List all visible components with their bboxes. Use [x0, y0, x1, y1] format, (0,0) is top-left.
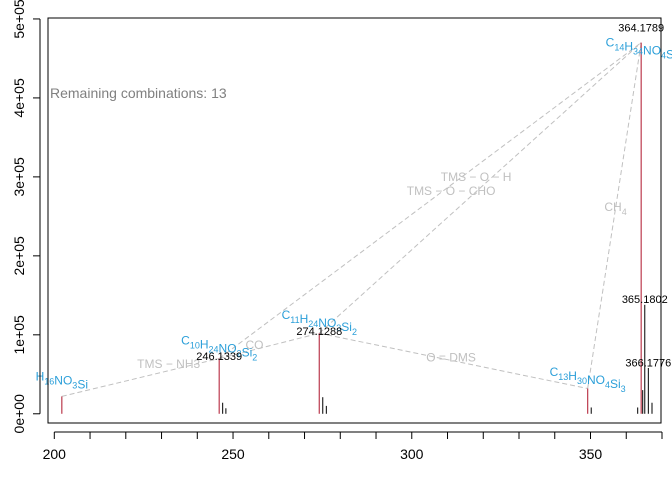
formula-subscript: 24 — [209, 344, 219, 354]
y-tick-label: 5e+05 — [11, 0, 27, 39]
formula-subscript: 3 — [72, 381, 77, 391]
axes-layer: 200 250 300 350 0e+00 1e+05 2e+05 3e+05 4e+05 5e+… — [11, 0, 663, 462]
formula-label: H16NO3Si — [36, 370, 88, 392]
formula-subscript: 2 — [352, 327, 357, 337]
loss-label-text: TMS − NH3 — [137, 357, 200, 371]
formula-element: H — [568, 369, 577, 383]
formula-element: NO — [219, 341, 237, 355]
peak-mz-label: 246.1339 — [196, 351, 242, 363]
fragment-edge — [61, 358, 220, 397]
formula-element: Si — [77, 378, 88, 392]
y-tick-label: 4e+05 — [11, 78, 27, 118]
loss-label-subscript: 4 — [622, 207, 627, 217]
loss-label-text: O = DMS — [426, 351, 476, 365]
formula-subscript: 4 — [605, 380, 610, 390]
formula-label: C13H30NO4Si3 — [550, 365, 626, 394]
loss-label-text: TMS − O − H — [441, 170, 512, 184]
formula-subscript: 13 — [558, 372, 568, 382]
formula-element: NO — [643, 44, 661, 58]
formula-element: C — [181, 333, 190, 347]
loss-label: TMS − O − CHO — [407, 184, 496, 198]
formula-element: C — [606, 36, 615, 50]
formula-label: C14H34NO4Si — [606, 36, 672, 62]
loss-label-text: TMS − O − CHO — [407, 184, 496, 198]
formula-element: Si — [610, 377, 621, 391]
loss-label: CH4 — [604, 200, 626, 217]
remaining-combinations-label: Remaining combinations: 13 — [50, 85, 227, 101]
y-tick-label: 2e+05 — [11, 236, 27, 276]
peaks-layer — [61, 42, 653, 414]
formula-label: C11H24NO3Si2 — [282, 308, 357, 337]
loss-label: O = DMS — [426, 351, 476, 365]
formula-subscript: 16 — [44, 377, 54, 387]
formula-subscript: 2 — [252, 352, 257, 362]
loss-label: CO — [245, 338, 263, 352]
fragment-edge — [319, 332, 588, 390]
plot-frame — [47, 17, 662, 424]
formula-subscript: 3 — [621, 384, 626, 394]
peak-mz-label: 364.1789 — [618, 23, 664, 35]
loss-label: TMS − NH3 — [137, 357, 200, 371]
formula-subscript: 14 — [614, 43, 624, 53]
x-tick-label: 200 — [43, 446, 67, 462]
y-tick-label: 0e+00 — [11, 394, 27, 434]
formula-subscript: 2 — [237, 348, 242, 358]
formula-subscript: 10 — [190, 340, 200, 350]
fragment-edge — [318, 42, 642, 334]
formula-subscript: 24 — [308, 319, 318, 329]
formula-element: Si — [242, 345, 253, 359]
peak-mz-label: 274.1288 — [296, 326, 342, 338]
x-tick-label: 350 — [579, 446, 603, 462]
formula-subscript: 3 — [336, 323, 341, 333]
formula-element: Si — [341, 320, 352, 334]
peak-mz-label: 366.1776 — [625, 357, 671, 369]
loss-label-text: CH — [604, 200, 621, 214]
formula-element: NO — [587, 373, 605, 387]
loss-label: TMS − O − H — [441, 170, 512, 184]
x-tick-label: 300 — [400, 446, 424, 462]
formula-element: H — [200, 337, 209, 351]
formula-element: H — [300, 312, 309, 326]
formula-subscript: 4 — [661, 51, 666, 61]
y-tick-label: 1e+05 — [11, 315, 27, 355]
formula-element: NO — [318, 316, 336, 330]
formula-element: C — [550, 365, 559, 379]
loss-label-text: CO — [245, 338, 263, 352]
formula-element: H — [624, 40, 633, 54]
peak-mz-label: 365.1802 — [622, 294, 668, 306]
formula-element: NO — [54, 374, 72, 388]
fragment-edge — [587, 42, 642, 389]
x-tick-label: 250 — [221, 446, 245, 462]
fragment-edge — [219, 332, 320, 359]
formula-element: Si — [666, 48, 672, 62]
formula-element: C — [282, 308, 291, 322]
formula-subscript: 34 — [633, 47, 643, 57]
edges-layer — [61, 42, 642, 397]
y-tick-label: 3e+05 — [11, 157, 27, 197]
formula-label: C10H24NO2Si2 — [181, 333, 257, 362]
formula-subscript: 30 — [577, 376, 587, 386]
formula-subscript: 11 — [290, 315, 299, 325]
